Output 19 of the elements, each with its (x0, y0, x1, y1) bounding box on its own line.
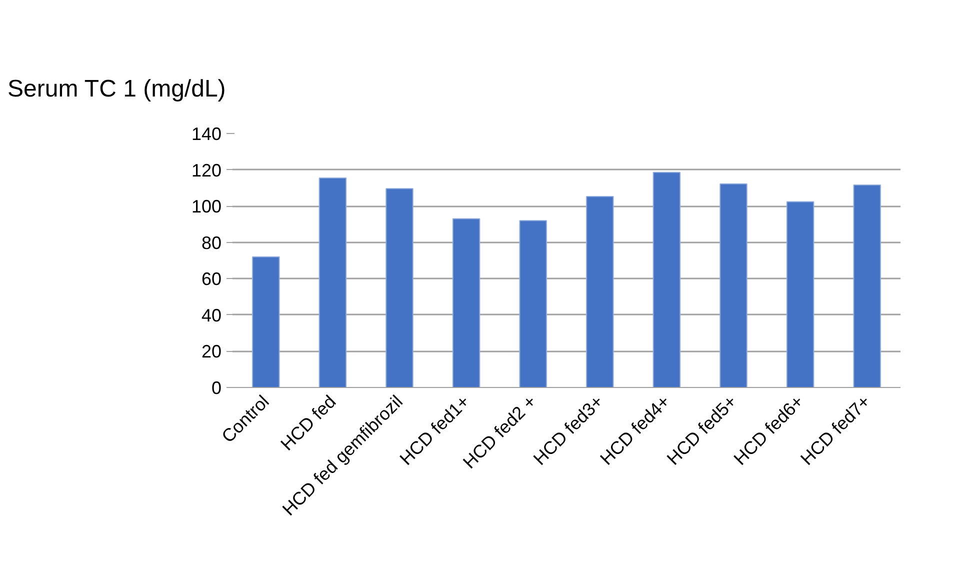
y-tick-label: 40 (201, 305, 222, 326)
bar (318, 177, 347, 388)
y-tick-label: 80 (201, 232, 222, 253)
bar (786, 201, 814, 388)
bar (853, 184, 881, 388)
bar (652, 172, 681, 388)
bar (586, 196, 614, 388)
bar (252, 256, 280, 388)
y-tick-label: 60 (201, 269, 222, 290)
y-tick-label: 120 (191, 160, 222, 180)
y-tick-label: 20 (201, 342, 222, 362)
bar (386, 188, 414, 388)
y-tick-label: 100 (191, 196, 222, 217)
y-tick-label: 140 (191, 124, 222, 144)
bar (452, 218, 480, 388)
y-tick-label: 0 (211, 378, 222, 398)
bar (720, 183, 748, 388)
chart-title: Serum TC 1 (mg/dL) (8, 76, 226, 102)
bar (519, 220, 547, 388)
